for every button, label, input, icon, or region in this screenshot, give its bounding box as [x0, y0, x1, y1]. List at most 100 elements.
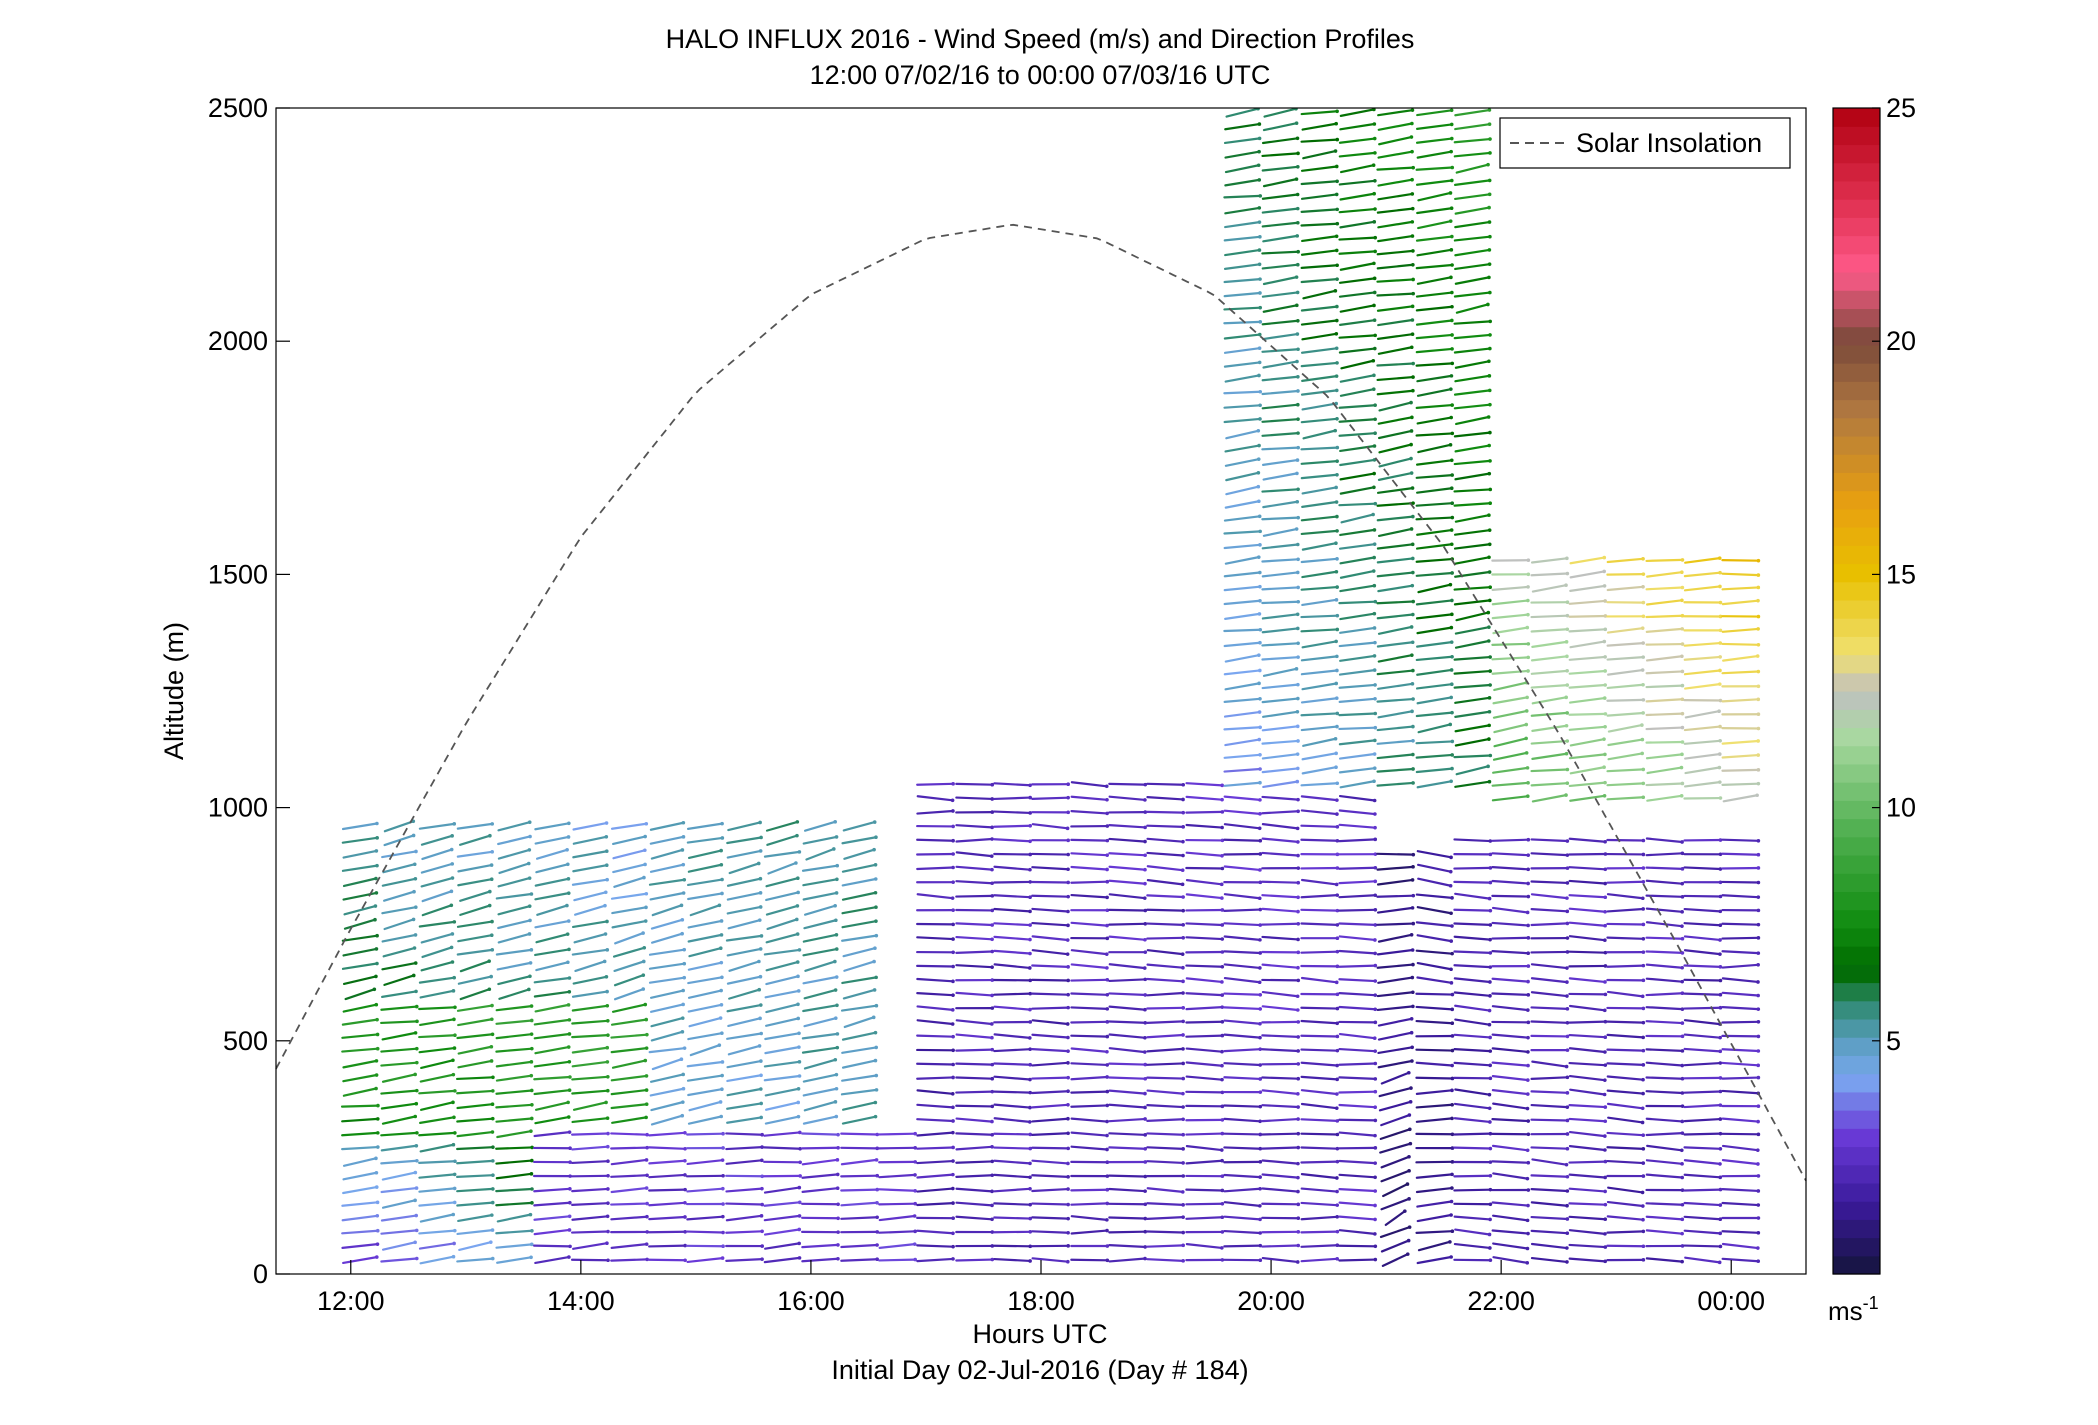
wind-vector [1378, 456, 1413, 468]
wind-vector [1261, 1173, 1300, 1180]
wind-vector [1185, 964, 1225, 969]
wind-vector [763, 1200, 802, 1207]
colorbar-step [1833, 782, 1880, 801]
wind-vector [611, 905, 648, 915]
wind-vector [1223, 893, 1262, 901]
wind-vector [650, 1113, 685, 1126]
wind-vector [533, 1187, 572, 1193]
wind-vector [687, 975, 724, 985]
wind-vector [1606, 557, 1645, 564]
wind-vector [1223, 838, 1263, 843]
wind-vector [497, 848, 532, 860]
wind-vector [1491, 781, 1530, 787]
wind-vector [1146, 1104, 1185, 1109]
wind-vector [1568, 1033, 1608, 1040]
wind-vector [612, 848, 647, 860]
wind-vector [1070, 977, 1110, 982]
wind-vector [1031, 795, 1070, 800]
wind-vector [1300, 1257, 1339, 1263]
wind-vector [1721, 1034, 1761, 1039]
wind-vector [916, 922, 955, 927]
wind-vector [1453, 950, 1493, 955]
wind-vector [1376, 388, 1415, 396]
wind-vector [1415, 458, 1454, 466]
colorbar-step [1833, 454, 1880, 473]
colorbar-step [1833, 326, 1880, 346]
colorbar-step [1833, 709, 1880, 729]
wind-vector [803, 903, 837, 916]
wind-vector [1453, 1202, 1493, 1207]
wind-vector [380, 1101, 419, 1110]
wind-vector [1376, 724, 1415, 732]
wind-vector [1683, 796, 1723, 800]
wind-vector [1380, 1154, 1411, 1169]
wind-vector [343, 917, 377, 930]
wind-vector [1530, 627, 1570, 633]
wind-vector [1261, 880, 1301, 885]
wind-vector [1070, 824, 1110, 828]
wind-vector [534, 891, 571, 901]
wind-vector [570, 1229, 610, 1234]
wind-vector [1261, 1230, 1301, 1234]
wind-vector [1185, 879, 1224, 887]
wind-vector [686, 836, 725, 844]
wind-vector [1568, 1117, 1608, 1124]
wind-vector [1301, 485, 1338, 495]
wind-vector [1376, 570, 1415, 578]
colorbar-step [1833, 727, 1880, 747]
wind-vector [1568, 1187, 1607, 1194]
wind-vector [1146, 1202, 1185, 1207]
wind-vector [1301, 598, 1339, 607]
wind-vector [1108, 1146, 1148, 1151]
x-tick-label: 20:00 [1237, 1286, 1305, 1316]
wind-vector [993, 1132, 1033, 1137]
wind-vector [1645, 921, 1684, 928]
wind-vector [1455, 610, 1491, 622]
wind-vector [1568, 655, 1607, 661]
wind-vector [803, 918, 838, 930]
wind-vector [840, 1132, 880, 1137]
wind-vector [1491, 1020, 1531, 1025]
wind-vector [1568, 683, 1607, 689]
wind-vector [1376, 781, 1415, 787]
wind-vector [1377, 653, 1414, 663]
wind-vector [1721, 1144, 1760, 1152]
wind-vector [1223, 403, 1262, 409]
wind-vector [1108, 963, 1147, 970]
wind-vector [456, 1145, 495, 1151]
wind-vector [1300, 824, 1340, 829]
wind-vector [1300, 207, 1339, 213]
wind-vector [1454, 1004, 1492, 1013]
wind-vector [1454, 262, 1492, 271]
wind-vector [1376, 332, 1415, 340]
colorbar-step [1833, 1000, 1880, 1020]
wind-vector [1721, 726, 1761, 731]
wind-vector [1492, 1214, 1530, 1223]
wind-vector [878, 1160, 917, 1164]
wind-vector [916, 1019, 955, 1026]
wind-vector [1491, 1061, 1530, 1068]
wind-vector [1492, 1102, 1530, 1111]
wind-vector [1031, 880, 1070, 885]
wind-vector [955, 1187, 994, 1194]
wind-vector [1453, 880, 1493, 885]
wind-vector [1338, 1229, 1377, 1236]
wind-vector [1645, 1257, 1684, 1264]
wind-vector [1683, 838, 1723, 842]
wind-vector [1683, 1076, 1723, 1080]
wind-vector [383, 917, 416, 931]
wind-vector [419, 1142, 456, 1153]
wind-vector [1223, 346, 1262, 354]
wind-vector [1300, 459, 1339, 465]
wind-vector [1146, 1160, 1185, 1165]
wind-vector [993, 1257, 1032, 1263]
wind-vector [1415, 178, 1454, 186]
colorbar-tick-label: 5 [1886, 1026, 1901, 1056]
wind-vector [495, 1102, 534, 1109]
wind-vector [1338, 1244, 1378, 1249]
wind-vector [1376, 249, 1415, 256]
wind-vector [533, 1214, 572, 1221]
wind-vector [1377, 975, 1415, 984]
wind-vector [1339, 220, 1377, 229]
wind-vector [1261, 290, 1300, 298]
